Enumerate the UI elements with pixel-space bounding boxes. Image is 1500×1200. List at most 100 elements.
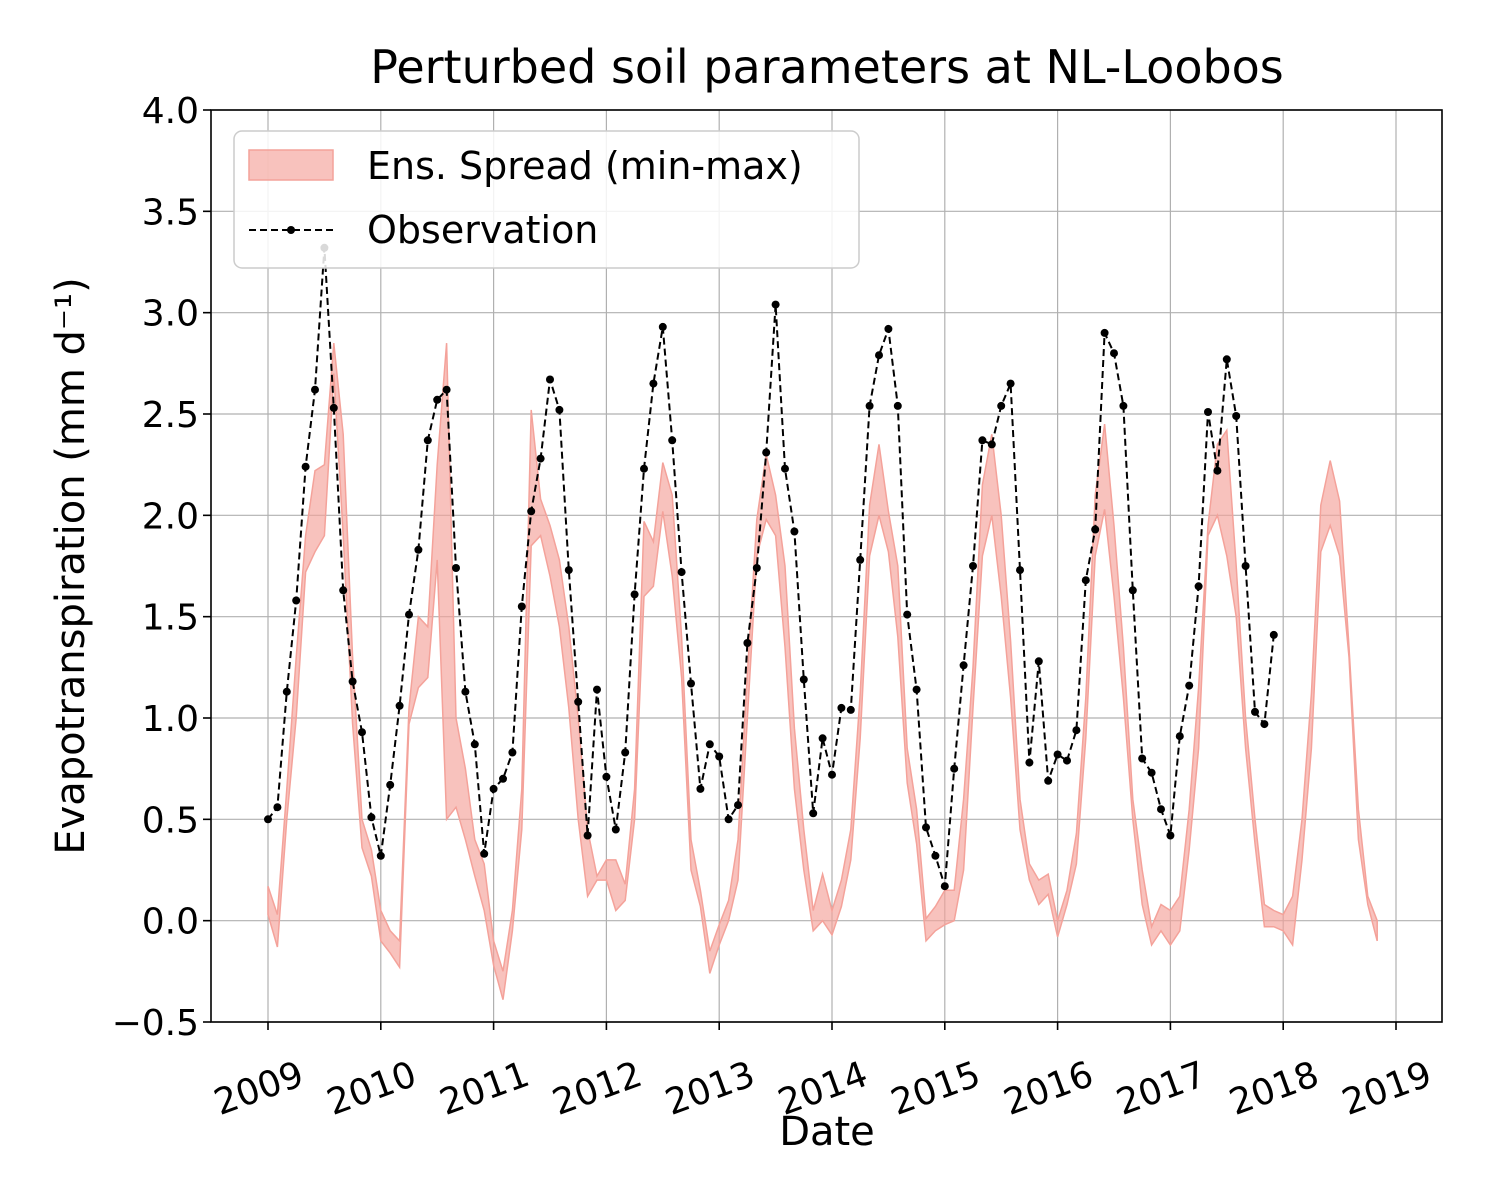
observation-point <box>442 385 451 394</box>
observation-point <box>264 815 272 824</box>
observation-point <box>405 610 413 619</box>
observation-point <box>376 851 385 860</box>
y-axis: −0.5 0.0 0.5 1.0 1.5 2.0 2.5 3.0 3.5 4.0 <box>112 91 211 1044</box>
observation-point <box>480 849 489 858</box>
observation-point <box>630 590 639 599</box>
observation-point <box>499 774 507 783</box>
observation-point <box>1119 401 1128 410</box>
observation-point <box>1138 754 1147 763</box>
observation-point <box>658 322 667 331</box>
observation-point <box>292 596 301 605</box>
observation-point <box>423 436 432 445</box>
legend-frame <box>233 130 860 269</box>
observation-point <box>705 740 714 749</box>
observation-point <box>348 677 357 686</box>
observation-point <box>574 697 583 706</box>
observation-point <box>282 687 291 696</box>
legend-observation-marker <box>287 226 295 234</box>
observation-point <box>1241 562 1250 570</box>
observation-point <box>677 568 686 577</box>
ensemble-spread-band <box>267 343 1378 1000</box>
observation-point <box>527 507 536 516</box>
x-tick-label: 2010 <box>322 1054 422 1124</box>
observation-point <box>1128 586 1137 595</box>
observation-point <box>828 770 836 779</box>
observation-point <box>668 436 677 445</box>
observation-point <box>329 403 338 412</box>
observation-point <box>912 685 921 694</box>
observation-point <box>771 300 780 309</box>
x-tick-label: 2011 <box>435 1054 535 1124</box>
observation-point <box>555 405 564 414</box>
observation-point <box>1147 768 1156 777</box>
observation-point <box>743 639 752 647</box>
observation-point <box>583 831 592 840</box>
observation-point <box>903 610 912 619</box>
observation-point <box>997 401 1006 410</box>
observation-point <box>931 851 940 860</box>
observation-point <box>395 701 404 710</box>
x-tick-label: 2016 <box>999 1054 1099 1124</box>
legend-spread-swatch <box>248 149 334 181</box>
observation-point <box>517 602 526 611</box>
y-tick-label: 0.0 <box>142 902 199 943</box>
observation-point <box>508 748 517 757</box>
observation-point <box>799 675 808 684</box>
observation-point <box>734 801 742 810</box>
observation-point <box>781 464 789 473</box>
observation-point <box>311 385 319 394</box>
observation-point <box>818 734 827 743</box>
observation-point <box>301 462 310 471</box>
observation-point <box>1269 630 1278 639</box>
observation-point <box>922 823 930 832</box>
observation-point <box>950 764 959 773</box>
observation-point <box>1044 776 1053 785</box>
y-axis-label: Evapotranspiration (mm d⁻¹) <box>48 277 94 854</box>
observation-point <box>1025 758 1034 767</box>
observation-point <box>1166 831 1175 840</box>
observation-line <box>267 247 1275 887</box>
observation-point <box>1053 750 1062 759</box>
observation-point <box>1232 412 1241 420</box>
observation-point <box>1006 379 1015 388</box>
observation-point <box>273 803 282 812</box>
observation-point <box>414 545 423 554</box>
observation-point <box>978 436 987 445</box>
observation-point <box>1185 681 1194 690</box>
observation-point <box>1260 720 1269 729</box>
y-tick-label: 2.5 <box>142 395 199 436</box>
observation-point <box>1034 657 1043 666</box>
observation-point <box>875 351 883 360</box>
observation-point <box>1222 355 1231 364</box>
observation-point <box>611 825 620 834</box>
observation-point <box>696 784 705 793</box>
observation-point <box>940 882 949 891</box>
observation-point <box>489 784 498 793</box>
observation-point <box>1213 466 1222 475</box>
observation-point <box>865 401 874 410</box>
y-tick-label: 1.0 <box>142 699 199 740</box>
observation-point <box>837 703 846 712</box>
observation-point <box>433 395 442 404</box>
observation-point <box>1157 805 1165 814</box>
y-tick-label: 3.5 <box>142 192 199 233</box>
legend: Ens. Spread (min-max) Observation <box>233 130 860 269</box>
x-tick-label: 2015 <box>886 1054 986 1124</box>
observation-point <box>715 752 724 761</box>
observation-point <box>536 454 545 463</box>
observation-point <box>470 740 479 749</box>
observation-point <box>1063 756 1071 765</box>
observation-point <box>969 562 977 570</box>
observation-point <box>1072 726 1081 735</box>
chart-title: Perturbed soil parameters at NL-Loobos <box>370 40 1284 94</box>
observation-point <box>1100 328 1109 337</box>
y-tick-label: 4.0 <box>142 91 199 132</box>
y-tick-label: 0.5 <box>142 800 199 841</box>
observation-point <box>452 564 460 572</box>
observation-point <box>358 728 366 737</box>
observation-point <box>1194 582 1203 591</box>
observation-point <box>367 813 376 822</box>
observation-point <box>621 748 630 757</box>
legend-observation-label: Observation <box>367 208 598 252</box>
